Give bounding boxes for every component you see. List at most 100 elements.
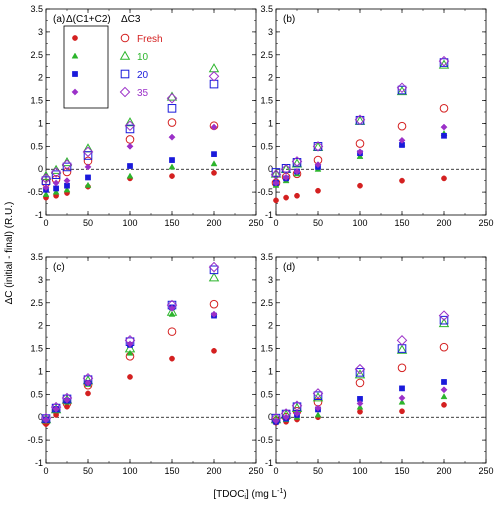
data-point <box>357 182 363 189</box>
data-point <box>282 173 290 181</box>
x-tick-label: 100 <box>122 466 137 476</box>
data-point <box>167 327 177 336</box>
y-tick-label: 1 <box>268 118 273 128</box>
y-tick-label: 1.5 <box>30 96 43 106</box>
data-point <box>315 187 321 194</box>
y-tick-label: 3.5 <box>30 4 43 14</box>
data-point <box>270 412 282 424</box>
x-axis-label-close: ) <box>283 489 286 500</box>
panel-label: (a) <box>53 14 65 25</box>
series-Fresh-open <box>41 299 219 427</box>
data-point <box>211 347 217 354</box>
data-point <box>273 197 279 204</box>
data-point <box>272 179 280 187</box>
data-point <box>354 114 366 126</box>
data-point <box>167 118 177 127</box>
data-point <box>127 163 133 169</box>
data-point <box>270 168 282 178</box>
x-tick-label: 150 <box>164 218 179 228</box>
legend-label: 35 <box>137 88 149 99</box>
data-point <box>42 190 50 197</box>
data-point <box>124 117 136 127</box>
data-point <box>271 168 281 177</box>
data-point <box>52 188 60 195</box>
x-axis-label-main: [TDOC <box>213 489 244 500</box>
y-tick-label: 0 <box>268 412 273 422</box>
legend-marker-filled <box>71 88 79 96</box>
legend-marker-open <box>120 33 130 43</box>
y-tick-label: 3 <box>38 275 43 285</box>
y-tick-label: 3 <box>268 27 273 37</box>
data-point <box>399 177 405 184</box>
y-tick-label: 0 <box>268 164 273 174</box>
x-tick-label: 50 <box>83 466 93 476</box>
data-point <box>82 146 94 158</box>
data-point <box>441 175 447 182</box>
legend-header-right: ΔC3 <box>121 14 141 25</box>
data-point <box>210 123 218 131</box>
data-point <box>312 392 324 402</box>
data-point <box>209 265 219 275</box>
panel-c: -1 -0.5 0 0.5 1 1.5 2 2.5 3 3.5 0 50 100 150 200 250 (c) <box>27 252 263 476</box>
data-point <box>398 394 406 402</box>
data-point <box>441 402 447 408</box>
legend-label: 20 <box>137 70 149 81</box>
data-point <box>270 169 282 180</box>
x-tick-label: 50 <box>313 466 323 476</box>
x-tick-label: 250 <box>478 218 493 228</box>
x-tick-label: 150 <box>164 466 179 476</box>
y-tick-label: 0 <box>38 164 43 174</box>
data-point <box>42 184 50 192</box>
data-point <box>441 379 447 385</box>
series-35-filled <box>272 123 448 187</box>
series-35-open <box>40 71 220 184</box>
series-35-open <box>270 310 450 424</box>
data-point <box>396 335 408 346</box>
legend-marker-open <box>119 50 131 60</box>
x-tick-label: 100 <box>352 466 367 476</box>
data-point <box>314 411 322 418</box>
data-point <box>397 363 407 373</box>
x-tick-label: 200 <box>436 466 451 476</box>
y-tick-label: -1 <box>265 210 273 220</box>
legend-entries: Fresh 10 20 35 <box>71 33 163 99</box>
data-point <box>438 317 450 328</box>
legend-header-left: Δ(C1+C2) <box>66 14 111 25</box>
legend: Δ(C1+C2) ΔC3 Fresh 10 20 35 <box>63 14 163 109</box>
y-tick-label: 3.5 <box>260 4 273 14</box>
data-point <box>397 121 407 131</box>
data-point <box>166 92 178 104</box>
data-point <box>63 177 71 185</box>
x-axis-label-subscript: i <box>244 494 246 501</box>
data-point <box>167 104 177 113</box>
data-point <box>438 59 450 69</box>
data-point <box>293 410 301 418</box>
data-point <box>63 186 71 193</box>
data-point <box>82 373 94 384</box>
series-35-filled <box>42 123 218 192</box>
x-tick-label: 0 <box>43 466 48 476</box>
data-point <box>210 160 218 167</box>
x-tick-label: 250 <box>478 466 493 476</box>
data-point <box>50 167 62 178</box>
y-tick-label: 1 <box>268 366 273 376</box>
data-point <box>291 400 303 412</box>
data-point <box>354 369 366 379</box>
x-tick-label: 150 <box>394 466 409 476</box>
data-point <box>40 412 52 424</box>
y-tick-label: -0.5 <box>27 187 43 197</box>
data-point <box>439 315 449 325</box>
y-tick-label: 2 <box>38 73 43 83</box>
data-point <box>356 400 364 407</box>
data-point <box>208 63 220 73</box>
panels: -1-0.500.511.522.533.50 50 100 150 200 250(a)… <box>27 4 493 476</box>
y-tick-label: 1.5 <box>260 344 273 354</box>
data-point <box>208 71 220 82</box>
x-tick-label: 0 <box>273 466 278 476</box>
y-tick-label: 1.5 <box>260 96 273 106</box>
data-point <box>313 391 323 401</box>
x-tick-label: 50 <box>83 218 93 228</box>
legend-label: Fresh <box>137 34 163 45</box>
data-point <box>438 55 450 67</box>
